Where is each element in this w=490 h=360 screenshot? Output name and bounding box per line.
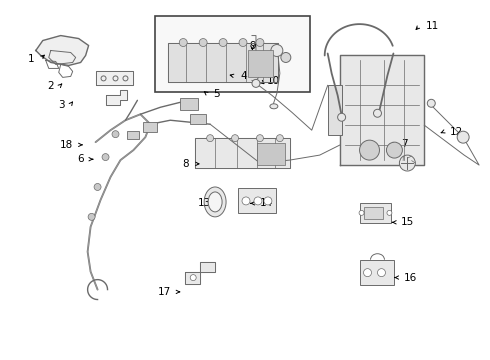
Ellipse shape — [204, 187, 226, 217]
Circle shape — [101, 76, 106, 81]
Bar — [127, 131, 140, 139]
Circle shape — [387, 142, 402, 158]
Circle shape — [359, 210, 364, 215]
Circle shape — [281, 53, 291, 62]
Circle shape — [112, 131, 119, 138]
Bar — [190, 114, 206, 124]
Circle shape — [254, 197, 262, 205]
Bar — [248, 50, 273, 77]
Circle shape — [199, 39, 207, 46]
Circle shape — [271, 45, 283, 57]
Circle shape — [377, 269, 386, 276]
Circle shape — [360, 140, 379, 160]
Text: 2: 2 — [47, 81, 54, 91]
Text: 10: 10 — [267, 76, 280, 86]
Bar — [144, 122, 157, 132]
Circle shape — [219, 39, 227, 46]
Circle shape — [207, 135, 214, 141]
Circle shape — [256, 39, 264, 46]
Text: 14: 14 — [260, 198, 273, 208]
Circle shape — [239, 39, 247, 46]
Circle shape — [338, 113, 345, 121]
Bar — [155, 15, 310, 92]
Text: 5: 5 — [213, 89, 220, 99]
Circle shape — [427, 99, 435, 107]
Circle shape — [264, 197, 272, 205]
Ellipse shape — [270, 104, 278, 109]
Bar — [180, 98, 198, 110]
Text: 7: 7 — [401, 139, 408, 149]
Text: 4: 4 — [240, 71, 247, 81]
Polygon shape — [185, 262, 215, 284]
Circle shape — [123, 76, 128, 81]
Circle shape — [179, 39, 187, 46]
Circle shape — [364, 269, 371, 276]
Circle shape — [232, 135, 239, 141]
Circle shape — [102, 154, 109, 161]
Polygon shape — [168, 42, 278, 82]
Circle shape — [252, 80, 260, 87]
Text: 18: 18 — [60, 140, 73, 150]
Text: 11: 11 — [426, 21, 439, 31]
Text: 16: 16 — [404, 273, 417, 283]
Bar — [238, 188, 276, 213]
Text: 13: 13 — [197, 198, 211, 208]
Circle shape — [373, 109, 382, 117]
Text: 6: 6 — [77, 154, 84, 164]
Circle shape — [276, 135, 283, 141]
Circle shape — [399, 155, 416, 171]
Circle shape — [387, 210, 392, 215]
Circle shape — [88, 213, 95, 220]
Bar — [360, 260, 394, 285]
Ellipse shape — [208, 192, 222, 212]
Text: 15: 15 — [401, 217, 415, 227]
Polygon shape — [195, 138, 290, 168]
Polygon shape — [96, 71, 133, 85]
Text: 1: 1 — [27, 54, 34, 64]
Circle shape — [94, 184, 101, 190]
Text: 3: 3 — [58, 100, 64, 110]
Circle shape — [457, 131, 469, 143]
Polygon shape — [105, 90, 127, 105]
Circle shape — [256, 135, 264, 141]
Circle shape — [242, 197, 250, 205]
Polygon shape — [36, 36, 89, 66]
Text: 12: 12 — [450, 127, 463, 136]
Bar — [257, 143, 285, 165]
Polygon shape — [340, 55, 424, 165]
Text: 9: 9 — [249, 41, 256, 50]
Bar — [364, 207, 384, 219]
Text: 8: 8 — [182, 159, 189, 169]
Text: 17: 17 — [158, 287, 171, 297]
Bar — [360, 203, 392, 223]
Bar — [328, 85, 342, 135]
Circle shape — [190, 275, 196, 280]
Circle shape — [113, 76, 118, 81]
